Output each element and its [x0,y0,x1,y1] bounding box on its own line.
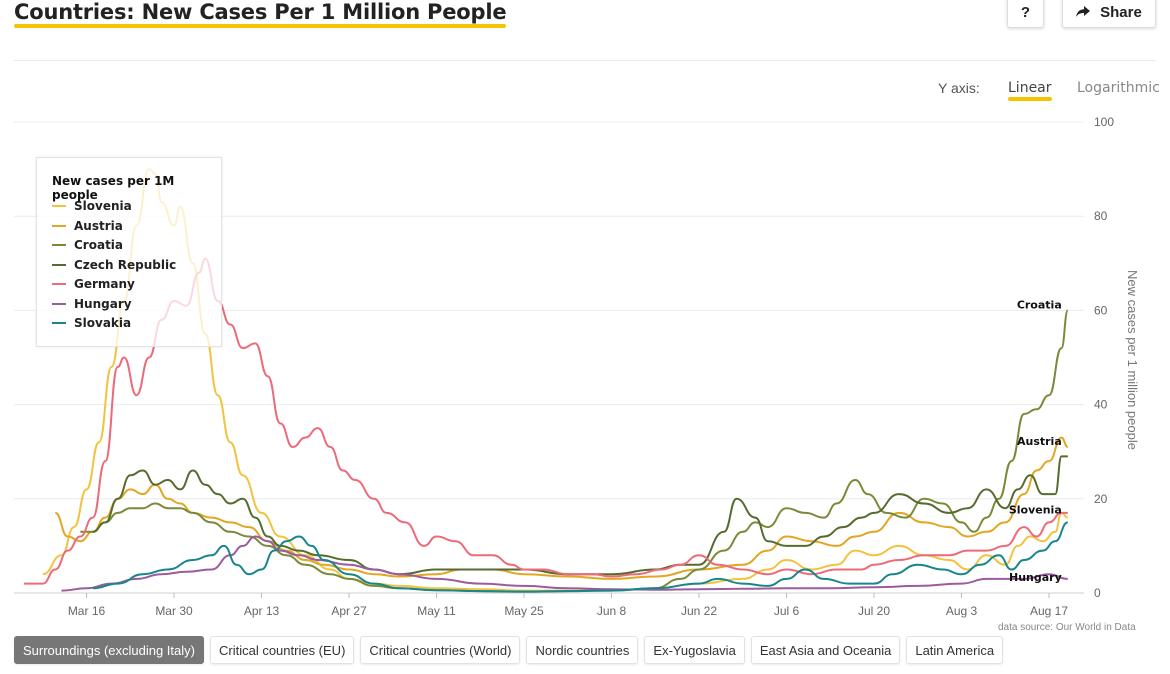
legend-label: Germany [74,277,135,291]
x-tick-label: Mar 30 [155,604,193,618]
legend-item-czech-republic[interactable]: Czech Republic [52,257,176,273]
tab-label: Critical countries (World) [369,642,512,658]
tab-east-asia-and-oceania[interactable]: East Asia and Oceania [750,636,901,664]
legend-item-germany[interactable]: Germany [52,276,135,292]
x-tick-label: May 25 [504,604,544,618]
x-tick-label: Jun 22 [681,604,717,618]
x-tick-label: Mar 16 [68,604,106,618]
tab-ex-yugoslavia[interactable]: Ex-Yugoslavia [644,636,745,664]
legend-label: Croatia [74,238,124,252]
series-line-czech-republic[interactable] [92,455,1068,576]
share-label: Share [1100,3,1142,21]
legend-title: New cases per 1M people [52,174,175,202]
x-tick-label: May 11 [417,604,456,618]
y-axis-toggle-label: Y axis: [938,80,980,96]
x-tick-label: Jul 20 [858,604,890,618]
tab-label: Nordic countries [535,642,630,658]
end-label-hungary: Hungary [1009,571,1062,584]
legend-item-hungary[interactable]: Hungary [52,296,132,312]
data-source-note: data source: Our World in Data [998,622,1136,633]
legend-swatch [52,283,66,285]
chart-legend: New cases per 1M people Slovenia Austria C… [36,157,222,347]
legend-label: Slovakia [74,316,132,330]
legend-item-austria[interactable]: Austria [52,218,123,234]
help-button[interactable]: ? [1007,0,1044,28]
y-tick-label: 0 [1094,586,1101,600]
legend-swatch [52,263,66,266]
help-label: ? [1020,3,1031,21]
tab-nordic-countries[interactable]: Nordic countries [526,636,639,664]
legend-swatch [52,244,66,246]
legend-label: Austria [74,218,123,233]
series-line-slovakia[interactable] [92,521,1069,593]
legend-label: Slovenia [74,199,132,213]
legend-swatch [52,205,66,207]
legend-swatch [52,302,66,305]
y-tick-label: 80 [1094,209,1108,223]
legend-swatch [52,224,66,227]
tab-critical-countries-eu[interactable]: Critical countries (EU) [209,636,355,664]
y-tick-label: 40 [1094,398,1108,412]
series-line-hungary[interactable] [61,535,1068,592]
x-tick-label: Apr 27 [331,604,367,618]
legend-swatch [52,322,66,324]
page-title: Countries: New Cases Per 1 Million Peopl… [14,0,507,28]
share-button[interactable]: Share [1062,0,1156,28]
series-line-austria[interactable] [54,436,1069,580]
x-tick-label: Jul 6 [774,604,800,618]
tab-label: Critical countries (EU) [218,642,346,658]
y-tick-label: 100 [1094,115,1114,129]
legend-item-croatia[interactable]: Croatia [52,237,123,253]
series-line-croatia[interactable] [80,309,1069,593]
x-tick-label: Jun 8 [597,604,627,618]
y-tick-label: 20 [1094,492,1108,506]
legend-label: Czech Republic [74,257,177,272]
legend-item-slovenia[interactable]: Slovenia [52,198,132,214]
legend-label: Hungary [74,296,132,311]
tab-latin-america[interactable]: Latin America [906,636,1004,664]
y-tick-label: 60 [1094,303,1108,317]
tab-label: Surroundings (excluding Italy) [23,642,195,658]
legend-item-slovakia[interactable]: Slovakia [52,315,131,331]
series-line-germany[interactable] [23,257,1068,585]
tab-label: Ex-Yugoslavia [653,642,736,658]
end-label-croatia: Croatia [1017,298,1062,311]
tab-critical-countries-world[interactable]: Critical countries (World) [360,636,521,664]
y-axis-log-option[interactable]: Logarithmic [1077,80,1160,96]
tab-label: East Asia and Oceania [759,642,892,658]
y-axis-linear-option[interactable]: Linear [1008,80,1052,101]
share-arrow-icon [1076,6,1091,17]
header-divider [14,60,1156,61]
end-label-slovenia: Slovenia [1009,504,1062,517]
x-tick-label: Aug 3 [946,604,978,618]
tab-label: Latin America [915,642,995,658]
x-tick-label: Apr 13 [244,604,280,618]
x-tick-label: Aug 17 [1030,604,1068,618]
y-axis-title: New cases per 1 million people [1125,270,1140,450]
tab-surroundings-excluding-italy[interactable]: Surroundings (excluding Italy) [14,636,204,664]
preset-tabs: Surroundings (excluding Italy) Critical c… [14,636,1004,664]
end-label-austria: Austria [1017,435,1062,448]
